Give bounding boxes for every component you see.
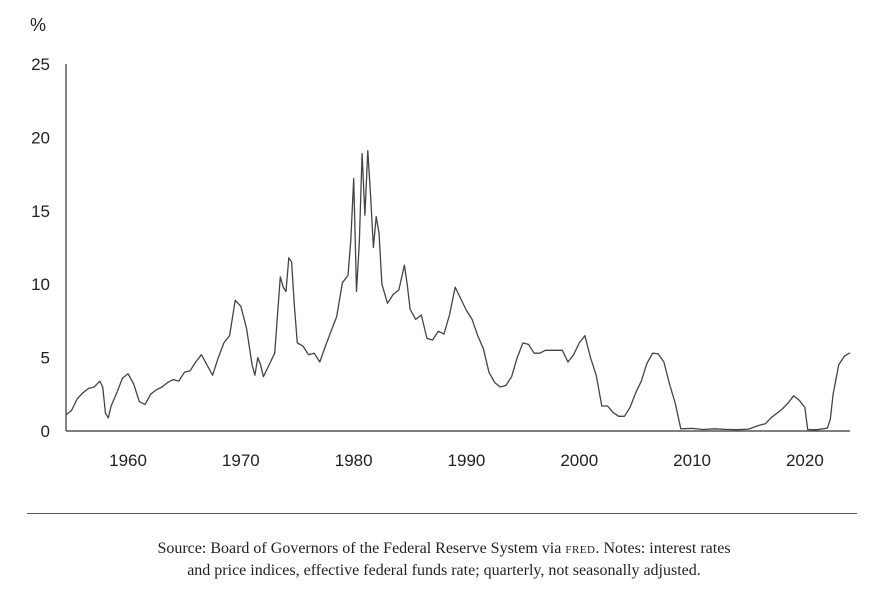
y-tick-label: 5 (41, 349, 50, 368)
y-tick-label: 0 (41, 422, 50, 441)
series-line-fed-funds-rate (65, 149, 851, 431)
y-tick-label: 15 (31, 202, 50, 221)
x-tick-label: 2000 (560, 451, 598, 470)
x-tick-label: 1960 (109, 451, 147, 470)
x-tick-label: 2020 (786, 451, 824, 470)
y-tick-label: 25 (31, 55, 50, 74)
x-tick-label: 1980 (335, 451, 373, 470)
caption-divider (27, 513, 857, 514)
y-axis-unit-label: % (30, 15, 46, 35)
line-chart: % 0 5 10 15 20 25 1960 1970 1980 1990 2000 2010 202… (30, 15, 851, 470)
y-tick-label: 20 (31, 128, 50, 147)
x-tick-label: 2010 (673, 451, 711, 470)
chart-caption: Source: Board of Governors of the Federa… (40, 538, 848, 582)
y-tick-label: 10 (31, 275, 50, 294)
caption-line-1: Source: Board of Governors of the Federa… (40, 538, 848, 560)
caption-source-text: Source: Board of Governors of the Federa… (157, 540, 566, 557)
caption-fred-text: fred (565, 540, 596, 557)
x-axis-ticks: 1960 1970 1980 1990 2000 2010 2020 (109, 451, 824, 470)
caption-line-2: and price indices, effective federal fun… (187, 562, 701, 579)
caption-notes-text: . Notes: interest rates (595, 540, 731, 557)
y-axis-ticks: 0 5 10 15 20 25 (31, 55, 50, 441)
x-tick-label: 1970 (222, 451, 260, 470)
x-tick-label: 1990 (448, 451, 486, 470)
